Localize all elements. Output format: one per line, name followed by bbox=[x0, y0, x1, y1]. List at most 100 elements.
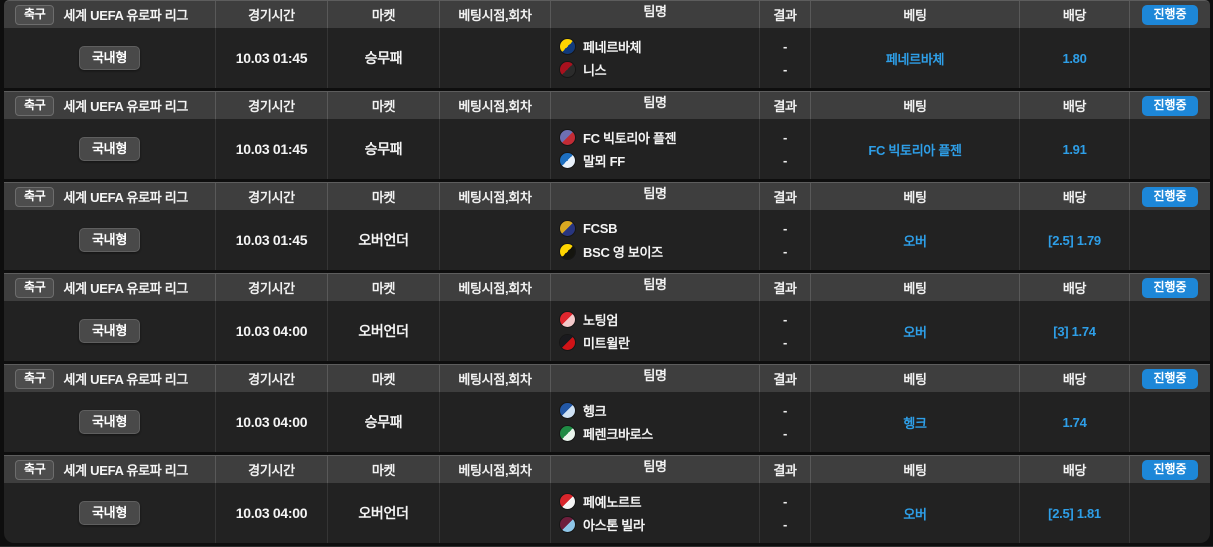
bet-selection[interactable]: 오버 bbox=[810, 210, 1019, 270]
result-cell: - - bbox=[759, 28, 810, 88]
domestic-type-button[interactable]: 국내형 bbox=[79, 319, 140, 343]
column-header-odds: 배당 bbox=[1019, 183, 1129, 210]
bet-selection[interactable]: 헹크 bbox=[810, 392, 1019, 452]
home-result: - bbox=[782, 130, 788, 145]
column-header-bet: 베팅 bbox=[810, 1, 1019, 28]
league-header-row: 축구 세계 UEFA 유로파 리그 경기시간 마켓 베팅시점,회차 팀명 결과 … bbox=[4, 91, 1210, 119]
match-time: 10.03 04:00 bbox=[215, 392, 327, 452]
league-header-row: 축구 세계 UEFA 유로파 리그 경기시간 마켓 베팅시점,회차 팀명 결과 … bbox=[4, 182, 1210, 210]
home-result: - bbox=[782, 403, 788, 418]
column-header-time: 경기시간 bbox=[215, 274, 327, 301]
league-name: 세계 UEFA 유로파 리그 bbox=[63, 372, 189, 387]
home-team-name: 헹크 bbox=[583, 404, 607, 419]
column-header-bet-time: 베팅시점,회차 bbox=[439, 183, 550, 210]
status-badge[interactable]: 진행중 bbox=[1142, 186, 1198, 207]
row-type-cell: 국내형 bbox=[4, 392, 215, 452]
home-team-logo-icon bbox=[560, 312, 575, 327]
domestic-type-button[interactable]: 국내형 bbox=[79, 501, 140, 525]
status-cell: 진행중 bbox=[1129, 92, 1210, 119]
home-result: - bbox=[782, 39, 788, 54]
row-status-cell bbox=[1129, 301, 1210, 361]
row-type-cell: 국내형 bbox=[4, 119, 215, 179]
league-name: 세계 UEFA 유로파 리그 bbox=[63, 463, 189, 478]
home-team-logo-icon bbox=[560, 130, 575, 145]
away-team-name: BSC 영 보이즈 bbox=[583, 245, 663, 260]
column-header-team: 팀명 bbox=[550, 365, 759, 392]
match-time: 10.03 01:45 bbox=[215, 119, 327, 179]
league-cell: 축구 세계 UEFA 유로파 리그 bbox=[4, 456, 215, 483]
sport-badge: 축구 bbox=[15, 186, 55, 207]
column-header-bet-time: 베팅시점,회차 bbox=[439, 92, 550, 119]
league-name: 세계 UEFA 유로파 리그 bbox=[63, 99, 189, 114]
domestic-type-button[interactable]: 국내형 bbox=[79, 228, 140, 252]
bet-selection[interactable]: FC 빅토리아 플젠 bbox=[810, 119, 1019, 179]
league-header-row: 축구 세계 UEFA 유로파 리그 경기시간 마켓 베팅시점,회차 팀명 결과 … bbox=[4, 455, 1210, 483]
row-type-cell: 국내형 bbox=[4, 28, 215, 88]
result-cell: - - bbox=[759, 119, 810, 179]
market-type: 승무패 bbox=[327, 392, 439, 452]
home-team: 노팅엄 bbox=[560, 310, 618, 330]
home-team-logo-icon bbox=[560, 221, 575, 236]
domestic-type-button[interactable]: 국내형 bbox=[79, 46, 140, 70]
home-team-name: 노팅엄 bbox=[583, 313, 618, 328]
row-type-cell: 국내형 bbox=[4, 210, 215, 270]
away-team: 니스 bbox=[560, 60, 607, 80]
teams-cell: 헹크 페렌크바로스 bbox=[550, 392, 759, 452]
column-header-odds: 배당 bbox=[1019, 365, 1129, 392]
status-badge[interactable]: 진행중 bbox=[1142, 4, 1198, 25]
column-header-team: 팀명 bbox=[550, 183, 759, 210]
league-header-row: 축구 세계 UEFA 유로파 리그 경기시간 마켓 베팅시점,회차 팀명 결과 … bbox=[4, 0, 1210, 28]
odds-value: [2.5] 1.79 bbox=[1019, 210, 1129, 270]
odds-value: 1.91 bbox=[1019, 119, 1129, 179]
column-header-market: 마켓 bbox=[327, 183, 439, 210]
league-cell: 축구 세계 UEFA 유로파 리그 bbox=[4, 92, 215, 119]
column-header-market: 마켓 bbox=[327, 92, 439, 119]
status-cell: 진행중 bbox=[1129, 183, 1210, 210]
home-team-name: 페네르바체 bbox=[583, 40, 642, 55]
bet-time-cell bbox=[439, 28, 550, 88]
market-type: 오버언더 bbox=[327, 210, 439, 270]
status-badge[interactable]: 진행중 bbox=[1142, 277, 1198, 298]
home-team-logo-icon bbox=[560, 494, 575, 509]
away-team-logo-icon bbox=[560, 62, 575, 77]
status-cell: 진행중 bbox=[1129, 365, 1210, 392]
home-team-logo-icon bbox=[560, 39, 575, 54]
match-row: 국내형 10.03 04:00 오버언더 페예노르트 아스톤 빌라 - - 오버 bbox=[4, 483, 1210, 543]
home-team-name: FC 빅토리아 플젠 bbox=[583, 131, 677, 146]
match-block: 축구 세계 UEFA 유로파 리그 경기시간 마켓 베팅시점,회차 팀명 결과 … bbox=[4, 455, 1210, 543]
away-team-logo-icon bbox=[560, 153, 575, 168]
bet-time-cell bbox=[439, 483, 550, 543]
match-block: 축구 세계 UEFA 유로파 리그 경기시간 마켓 베팅시점,회차 팀명 결과 … bbox=[4, 273, 1210, 361]
status-badge[interactable]: 진행중 bbox=[1142, 368, 1198, 389]
sport-badge: 축구 bbox=[15, 459, 55, 480]
home-team: FCSB bbox=[560, 219, 618, 239]
home-result: - bbox=[782, 221, 788, 236]
status-badge[interactable]: 진행중 bbox=[1142, 95, 1198, 116]
bet-selection[interactable]: 오버 bbox=[810, 483, 1019, 543]
column-header-time: 경기시간 bbox=[215, 456, 327, 483]
teams-cell: 페예노르트 아스톤 빌라 bbox=[550, 483, 759, 543]
league-name: 세계 UEFA 유로파 리그 bbox=[63, 8, 189, 23]
domestic-type-button[interactable]: 국내형 bbox=[79, 137, 140, 161]
odds-value: [2.5] 1.81 bbox=[1019, 483, 1129, 543]
match-block: 축구 세계 UEFA 유로파 리그 경기시간 마켓 베팅시점,회차 팀명 결과 … bbox=[4, 0, 1210, 88]
away-team: 아스톤 빌라 bbox=[560, 515, 645, 535]
bet-selection[interactable]: 오버 bbox=[810, 301, 1019, 361]
column-header-odds: 배당 bbox=[1019, 92, 1129, 119]
domestic-type-button[interactable]: 국내형 bbox=[79, 410, 140, 434]
teams-cell: FC 빅토리아 플젠 말뫼 FF bbox=[550, 119, 759, 179]
away-result: - bbox=[782, 517, 788, 532]
away-team-name: 아스톤 빌라 bbox=[583, 518, 645, 533]
bet-time-cell bbox=[439, 392, 550, 452]
status-cell: 진행중 bbox=[1129, 274, 1210, 301]
match-time: 10.03 01:45 bbox=[215, 28, 327, 88]
league-header-row: 축구 세계 UEFA 유로파 리그 경기시간 마켓 베팅시점,회차 팀명 결과 … bbox=[4, 364, 1210, 392]
away-team-logo-icon bbox=[560, 426, 575, 441]
status-badge[interactable]: 진행중 bbox=[1142, 459, 1198, 480]
column-header-odds: 배당 bbox=[1019, 274, 1129, 301]
bet-selection[interactable]: 페네르바체 bbox=[810, 28, 1019, 88]
league-name: 세계 UEFA 유로파 리그 bbox=[63, 190, 189, 205]
column-header-odds: 배당 bbox=[1019, 456, 1129, 483]
match-time: 10.03 01:45 bbox=[215, 210, 327, 270]
column-header-bet: 베팅 bbox=[810, 183, 1019, 210]
